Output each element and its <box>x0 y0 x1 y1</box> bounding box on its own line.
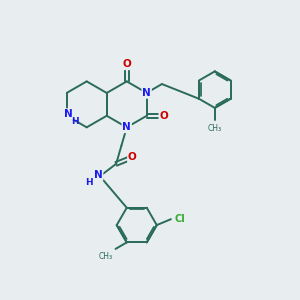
Text: H: H <box>85 178 93 187</box>
Text: Cl: Cl <box>174 214 185 224</box>
Text: CH₃: CH₃ <box>208 124 222 133</box>
Text: O: O <box>128 152 137 162</box>
Text: CH₃: CH₃ <box>99 252 113 261</box>
Text: H: H <box>71 117 79 126</box>
Text: N: N <box>94 170 103 180</box>
Text: O: O <box>122 59 131 69</box>
Text: N: N <box>142 88 151 98</box>
Text: N: N <box>122 122 131 132</box>
Text: N: N <box>64 109 72 119</box>
Text: O: O <box>159 111 168 121</box>
